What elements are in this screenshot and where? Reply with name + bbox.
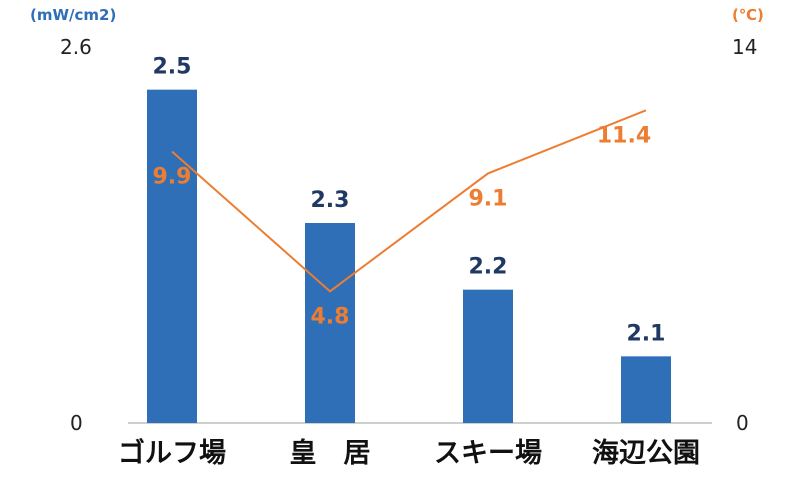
line-value-label-4: 11.4 — [597, 123, 651, 148]
category-label-3: スキー場 — [434, 438, 542, 469]
right-axis-max-label: 14 — [732, 35, 757, 59]
line-value-label-3: 9.1 — [469, 186, 508, 211]
left-axis-max-label: 2.6 — [60, 35, 92, 59]
bar-3 — [463, 289, 513, 423]
bar-value-label-1: 2.5 — [153, 55, 192, 80]
right-axis-min-label: 0 — [736, 411, 749, 435]
bar-4 — [621, 356, 671, 423]
line-value-label-2: 4.8 — [311, 304, 350, 329]
left-axis-unit: (mW/cm2) — [30, 6, 116, 24]
bar-1 — [147, 89, 197, 424]
bar-value-label-4: 2.1 — [627, 321, 666, 346]
category-label-2: 皇 居 — [290, 438, 371, 469]
right-axis-unit: (℃) — [732, 6, 764, 24]
category-label-4: 海辺公園 — [592, 438, 700, 469]
bar-value-label-3: 2.2 — [469, 255, 508, 280]
temperature-line — [171, 109, 647, 293]
bar-2 — [305, 223, 355, 423]
left-axis-min-label: 0 — [70, 411, 83, 435]
category-label-1: ゴルフ場 — [118, 437, 226, 469]
line-value-label-1: 9.9 — [153, 164, 192, 189]
bar-value-label-2: 2.3 — [311, 188, 350, 213]
